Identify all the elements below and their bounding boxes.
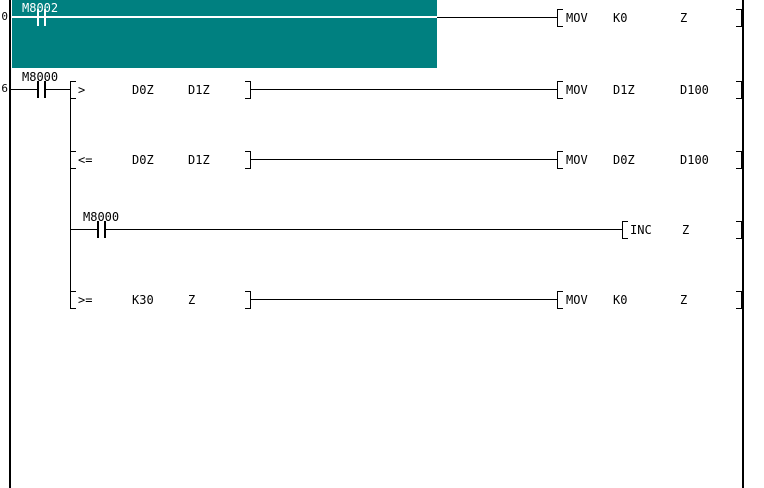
operand-2: D100 [680,153,709,167]
compare-operator: > [78,83,86,97]
bracket-right-icon [245,291,251,309]
compare-operand-1: D0Z [132,83,154,97]
left-power-rail [9,0,11,488]
bracket-right-icon [736,221,742,239]
operand-2: Z [680,293,688,307]
bracket-right-icon [736,81,742,99]
contact-label: M8000 [22,70,59,84]
rung-step-number: 0 [1,10,8,23]
bracket-right-icon [245,151,251,169]
compare-operator: <= [78,153,93,167]
bracket-left-icon [557,9,563,27]
compare-operand-1: D0Z [132,153,154,167]
bracket-right-icon [736,151,742,169]
contact-m8000-branch[interactable]: M8000 [81,209,126,239]
instruction-name: MOV [566,11,588,25]
instruction-mov-d1z-d100[interactable]: MOV D1Z D100 [557,81,743,99]
operand-1: K0 [613,293,628,307]
bracket-left-icon [70,291,76,309]
operand-1: K0 [613,11,628,25]
contact-symbol-icon [44,9,46,26]
selection-highlight [12,0,437,68]
compare-ge-k30-z[interactable]: >= K30 Z [70,291,251,309]
compare-operand-2: D1Z [188,83,210,97]
contact-m8000[interactable]: M8000 [20,69,65,99]
right-power-rail [742,0,744,488]
bracket-right-icon [736,9,742,27]
bracket-left-icon [557,151,563,169]
contact-symbol-icon [44,81,46,98]
bracket-right-icon [736,291,742,309]
instruction-mov-k0-z[interactable]: MOV K0 Z [557,9,743,27]
bracket-left-icon [622,221,628,239]
operand-1: Z [682,223,690,237]
wire [106,229,622,230]
rung-step-number: 6 [1,82,8,95]
instruction-name: INC [630,223,652,237]
operand-2: D100 [680,83,709,97]
operand-1: D1Z [613,83,635,97]
compare-operand-2: D1Z [188,153,210,167]
bracket-right-icon [245,81,251,99]
operand-1: D0Z [613,153,635,167]
bracket-left-icon [70,151,76,169]
wire [251,299,557,300]
compare-le-d0z-d1z[interactable]: <= D0Z D1Z [70,151,251,169]
wire [437,17,557,18]
compare-operand-1: K30 [132,293,154,307]
compare-operand-2: Z [188,293,196,307]
bracket-left-icon [557,291,563,309]
instruction-mov-d0z-d100[interactable]: MOV D0Z D100 [557,151,743,169]
contact-symbol-icon [104,221,106,238]
instruction-name: MOV [566,293,588,307]
branch-vertical-wire [70,89,71,300]
wire [251,89,557,90]
contact-symbol-icon [37,81,39,98]
instruction-mov-k0-z-2[interactable]: MOV K0 Z [557,291,743,309]
contact-m8002[interactable]: M8002 [20,0,65,28]
wire [11,89,37,90]
wire [251,159,557,160]
instruction-name: MOV [566,83,588,97]
wire [46,89,70,90]
contact-symbol-icon [37,9,39,26]
wire [70,229,97,230]
contact-symbol-icon [97,221,99,238]
wire [12,16,437,18]
contact-label: M8002 [22,1,59,15]
instruction-name: MOV [566,153,588,167]
bracket-left-icon [70,81,76,99]
contact-label: M8000 [83,210,120,224]
compare-gt-d0z-d1z[interactable]: > D0Z D1Z [70,81,251,99]
bracket-left-icon [557,81,563,99]
instruction-inc-z[interactable]: INC Z [622,221,743,239]
compare-operator: >= [78,293,93,307]
operand-2: Z [680,11,688,25]
